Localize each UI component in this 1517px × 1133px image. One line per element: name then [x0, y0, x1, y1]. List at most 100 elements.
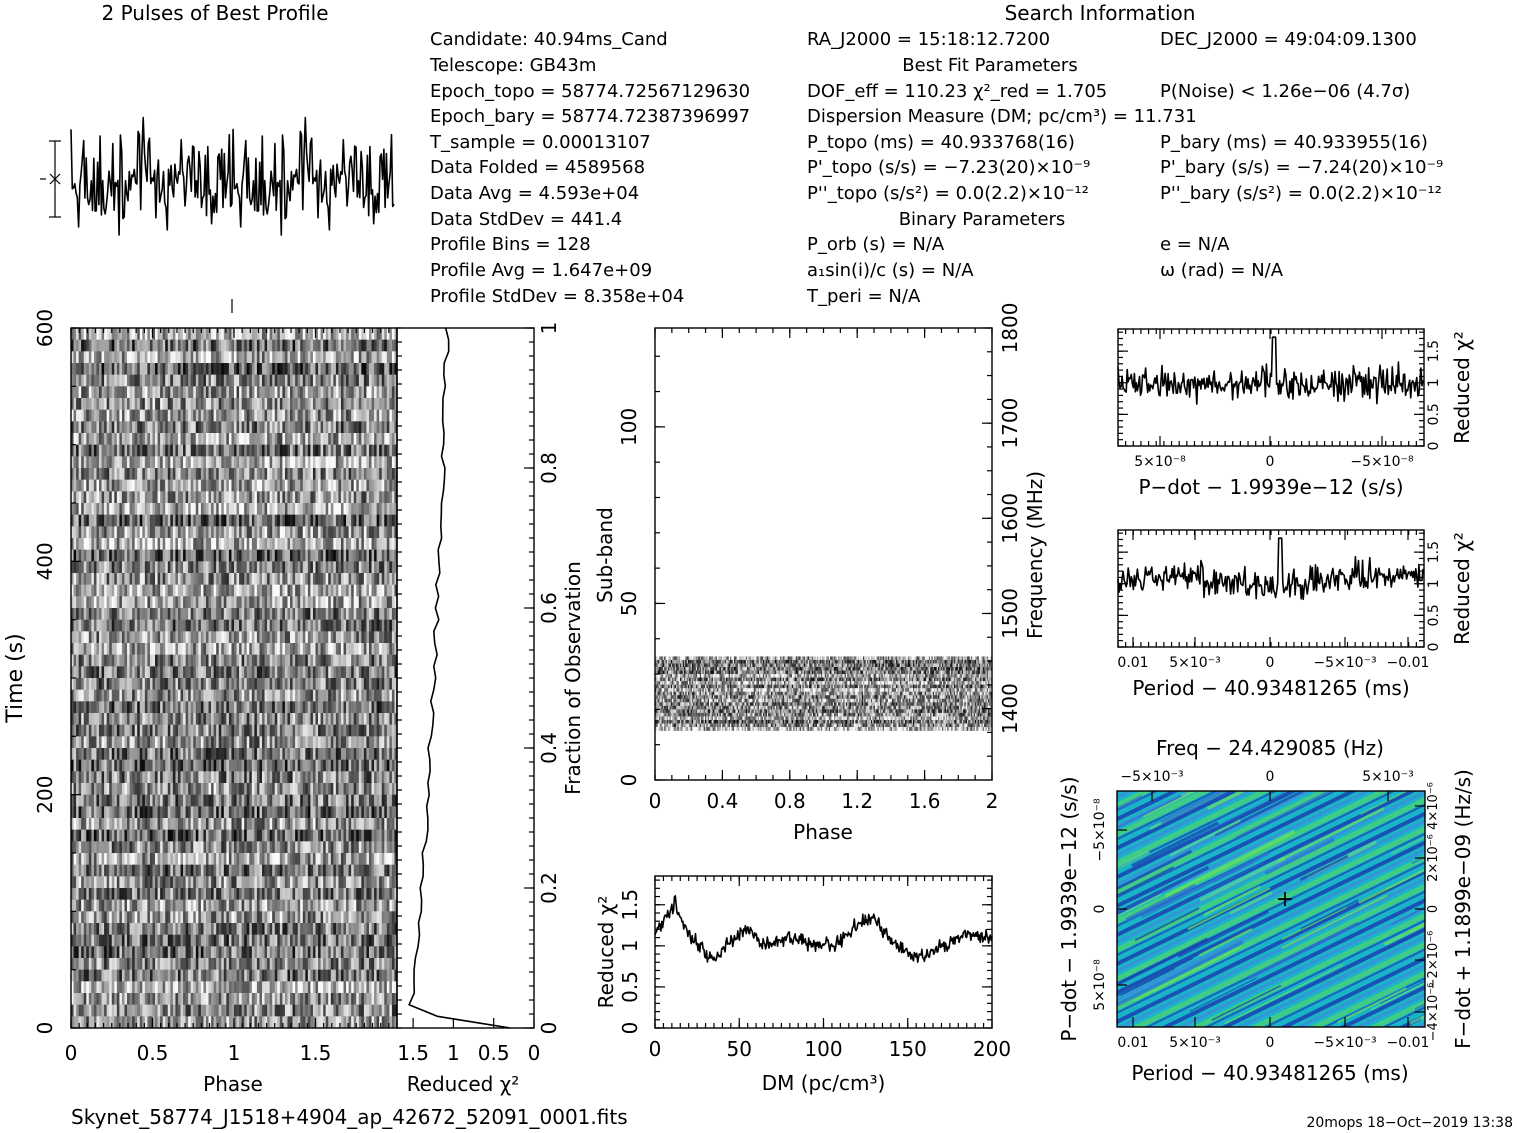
time-phase-heatmap: [71, 328, 398, 1029]
pdot-redchi-xtick: 5×10⁻⁸: [1134, 454, 1186, 470]
info-col1-line-8: Profile Bins = 128: [430, 234, 591, 255]
info-col2-line-6: P''_topo (s/s²) = 0.0(2.2)×10⁻¹²: [807, 183, 1089, 204]
info-col3-line-9: ω (rad) = N/A: [1160, 260, 1284, 281]
ppdot-xtick: −5×10⁻³: [1313, 1035, 1376, 1051]
frequency-tick: 1400: [998, 683, 1022, 734]
period-redchi-ytick: 0.5: [1426, 604, 1442, 626]
ppdot-axes: Freq − 24.429085 (Hz)0.01 5×10⁻³ 0 −5×10⁻³ −…: [1057, 736, 1475, 1085]
subband-heatmap: [655, 656, 993, 731]
pulse-profile-title: 2 Pulses of Best Profile: [102, 1, 329, 25]
info-col1-line-4: T_sample = 0.00013107: [429, 132, 651, 153]
time-redchi-xtick: 0: [528, 1041, 541, 1065]
pdot-redchi-ytick: 0.5: [1426, 403, 1442, 425]
pdot-redchi-xtick: 0: [1266, 454, 1275, 470]
dm-redchi-panel: 0 0.5 1 1.5 0 50 100 150 200 DM (pc/cm³) Reduced χ…: [594, 875, 1011, 1095]
dm-redchi-xtick: 100: [804, 1037, 842, 1061]
dm-redchi-xtick: 50: [727, 1037, 752, 1061]
time-redchi-xtick: 1.5: [397, 1041, 429, 1065]
time-redchi-xtick: 1: [447, 1041, 460, 1065]
ppdot-y2tick: 4×10⁻⁶: [1426, 782, 1441, 830]
pdot-redchi-ytick: 1: [1426, 378, 1442, 387]
period-redchi-panel: 0 0.5 1 1.5 0.01 5×10⁻³ 0 −5×10⁻³ −0.01 Period − …: [1117, 529, 1474, 700]
subband-ylabel: Sub-band: [593, 507, 617, 603]
fraction-tick: 0.4: [537, 732, 561, 764]
pdot-redchi-panel: 0 0.5 1 1.5 5×10⁻⁸ 0 −5×10⁻⁸ P−dot − 1.9939e−12…: [1117, 328, 1474, 499]
ppdot-ytick: 5×10⁻⁸: [1092, 959, 1108, 1011]
frequency-tick: 1700: [998, 398, 1022, 449]
time-redchi-xtick: 0.5: [478, 1041, 510, 1065]
time-redchi-axes-frame: [396, 327, 535, 1029]
fraction-tick: 0.6: [537, 592, 561, 624]
info-col1-line-3: Epoch_bary = 58774.72387396997: [430, 106, 750, 127]
period-redchi-ytick: 1.5: [1426, 541, 1442, 563]
timephase-xtick: 1: [228, 1041, 241, 1065]
period-redchi-xtick: −0.01: [1387, 655, 1430, 671]
info-col2-line-8: P_orb (s) = N/A: [807, 234, 945, 255]
period-redchi-plot: 0 0.5 1 1.5 0.01 5×10⁻³ 0 −5×10⁻³ −0.01 Period − …: [1117, 530, 1474, 700]
search-information: Search Information Best Fit Parameters B…: [429, 1, 1443, 307]
ppdot-ytick: 0: [1092, 905, 1108, 914]
ppdot-y2tick: 0: [1426, 905, 1441, 913]
subband-xlabel: Phase: [793, 820, 853, 844]
search-info-title: Search Information: [1005, 1, 1196, 25]
ppdot-streaks: [1117, 791, 1425, 1025]
dm-redchi-xlabel: DM (pc/cm³): [762, 1071, 886, 1095]
timephase-xtick: 1.5: [300, 1041, 332, 1065]
ppdot-xlabel: Period − 40.93481265 (ms): [1131, 1061, 1408, 1085]
frequency-tick: 1800: [998, 303, 1022, 354]
dm-redchi-ylabel: Reduced χ²: [594, 896, 618, 1009]
timephase-ytick: 0: [33, 1022, 57, 1035]
period-redchi-xtick: −5×10⁻³: [1313, 655, 1376, 671]
info-col1-line-0: Candidate: 40.94ms_Cand: [430, 29, 668, 50]
subband-xtick: 1.2: [841, 789, 873, 813]
info-col1-line-5: Data Folded = 4589568: [430, 157, 645, 178]
info-col3-line-4: P_bary (ms) = 40.933955(16): [1160, 132, 1428, 153]
frequency-tick: 1600: [998, 493, 1022, 544]
pulse-profile-plot: [70, 116, 395, 313]
time-redchi-line: [408, 327, 510, 1029]
subband-ytick: 100: [617, 408, 641, 446]
period-redchi-xtick: 0.01: [1117, 655, 1148, 671]
info-col1-line-2: Epoch_topo = 58774.72567129630: [430, 81, 750, 102]
dm-redchi-xtick: 150: [889, 1037, 927, 1061]
time-redchi-panel: 1.5 1 0.5 0 Reduced χ² 0 0.2 0.4 0.6 0.8 1 Fraction…: [396, 322, 585, 1096]
dm-redchi-line: [654, 895, 993, 963]
info-col2-line-3: Dispersion Measure (DM; pc/cm³) = 11.731: [807, 106, 1197, 127]
ppdot-y2tick: 2×10⁻⁶: [1426, 834, 1441, 882]
dm-redchi-ytick: 0.5: [618, 971, 642, 1003]
pdot-redchi-xtick: −5×10⁻⁸: [1350, 454, 1414, 470]
binary-params-title: Binary Parameters: [899, 209, 1066, 230]
info-lines: Candidate: 40.94ms_Cand Telescope: GB43m E…: [429, 29, 1443, 307]
info-col2-line-4: P_topo (ms) = 40.933768(16): [807, 132, 1075, 153]
subband-ytick: 0: [617, 774, 641, 787]
timephase-xtick: 0.5: [137, 1041, 169, 1065]
timephase-ytick: 200: [33, 776, 57, 814]
subband-xtick: 1.6: [909, 789, 941, 813]
ppdot-xtoptick: −5×10⁻³: [1120, 769, 1183, 785]
pulse-profile-panel: 2 Pulses of Best Profile: [40, 1, 395, 313]
time-phase-panel: 0 0.5 1 1.5 Phase 0 200 400 600 Time (s): [3, 309, 398, 1096]
subband-xtick: 0.8: [774, 789, 806, 813]
ppdot-y2label: F−dot + 1.1899e−09 (Hz/s): [1451, 769, 1475, 1049]
time-redchi-plot: 1.5 1 0.5 0 Reduced χ² 0 0.2 0.4 0.6 0.8 1 Fraction…: [397, 322, 585, 1096]
timephase-ytick: 400: [33, 542, 57, 580]
info-col3-line-2: P(Noise) < 1.26e−06 (4.7σ): [1160, 81, 1410, 102]
pdot-redchi-xlabel: P−dot − 1.9939e−12 (s/s): [1138, 475, 1403, 499]
time-phase-axes: 0 0.5 1 1.5 Phase 0 200 400 600 Time (s): [3, 309, 398, 1096]
period-redchi-xtick: 5×10⁻³: [1169, 655, 1220, 671]
period-redchi-xlabel: Period − 40.93481265 (ms): [1132, 676, 1409, 700]
dm-redchi-ytick: 1.5: [618, 889, 642, 921]
dm-redchi-plot: 0 0.5 1 1.5 0 50 100 150 200 DM (pc/cm³) Reduced χ…: [594, 876, 1011, 1095]
ppdot-panel: Freq − 24.429085 (Hz)0.01 5×10⁻³ 0 −5×10⁻³ −…: [1057, 736, 1475, 1085]
subband-xtick: 2: [986, 789, 999, 813]
dm-redchi-ytick: 0: [618, 1022, 642, 1035]
ppdot-xtoptick: 5×10⁻³: [1362, 769, 1413, 785]
info-col1-line-1: Telescope: GB43m: [429, 55, 596, 76]
timephase-ytick: 600: [33, 309, 57, 347]
subband-xtick: 0: [649, 789, 662, 813]
pdot-redchi-ylabel: Reduced χ²: [1450, 331, 1474, 444]
ppdot-xtoptick: 0: [1266, 769, 1275, 785]
timephase-ylabel: Time (s): [3, 633, 28, 723]
time-redchi-xlabel: Reduced χ²: [407, 1072, 520, 1096]
